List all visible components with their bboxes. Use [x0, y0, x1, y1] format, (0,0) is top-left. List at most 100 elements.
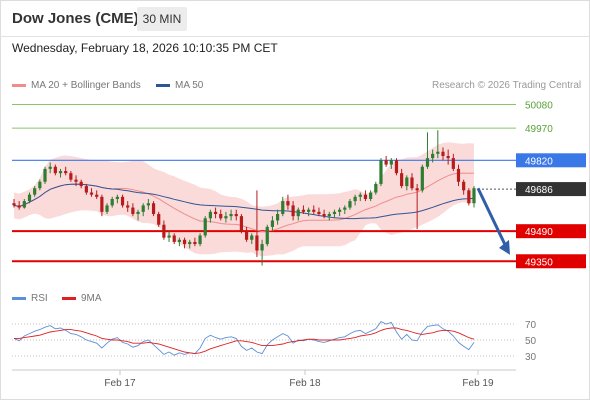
level-tag-49820	[516, 153, 586, 168]
level-label-49820: 49820	[525, 156, 553, 167]
ma9-line	[14, 327, 475, 355]
legend-rsi: RSI	[12, 293, 48, 304]
candle-body	[172, 235, 176, 242]
candle-body	[275, 214, 280, 221]
candle-body	[307, 209, 311, 212]
candle-body	[48, 166, 52, 169]
candle-body	[405, 177, 409, 187]
ma50-line	[13, 183, 475, 220]
candle-body	[110, 198, 114, 206]
rsi-swatch	[12, 296, 26, 300]
candle-body	[17, 205, 21, 208]
candle-body	[27, 194, 32, 202]
candle-body	[379, 160, 383, 184]
candle-body	[348, 201, 352, 208]
candle-body	[312, 209, 316, 212]
candle-body	[234, 214, 238, 217]
candle-body	[198, 235, 202, 245]
candle-body	[363, 194, 368, 199]
candle-body	[472, 188, 476, 204]
candle-body	[415, 188, 419, 191]
candle-body	[286, 201, 290, 206]
candle-body	[425, 158, 430, 167]
x-tick-label-2: Feb 19	[462, 378, 494, 389]
candle-body	[151, 203, 156, 214]
candle-body	[182, 239, 187, 245]
x-tick-label-0: Feb 17	[104, 378, 136, 389]
candle-body	[95, 194, 99, 197]
candle-body	[291, 205, 295, 217]
candle-body	[208, 211, 213, 219]
candle-body	[358, 194, 362, 197]
candle-body	[146, 203, 150, 206]
candle-body	[120, 196, 125, 206]
candle-body	[456, 168, 461, 182]
candle-body	[213, 211, 218, 214]
legend-9ma-label: 9MA	[81, 293, 102, 304]
candle-body	[239, 216, 244, 232]
level-label-49686: 49686	[525, 185, 553, 196]
timestamp: Wednesday, February 18, 2026 10:10:35 PM…	[12, 41, 278, 55]
timeframe-button[interactable]: 30 MIN	[137, 7, 187, 31]
candle-body	[389, 160, 393, 165]
level-label-50080: 50080	[525, 100, 553, 111]
candle-body	[177, 239, 181, 242]
candle-body	[353, 196, 357, 202]
candle-body	[260, 244, 264, 251]
instrument-title: Dow Jones (CME)	[12, 10, 139, 27]
candle-body	[338, 209, 342, 212]
candle-body	[410, 177, 414, 189]
candle-body	[467, 190, 471, 204]
candle-body	[332, 211, 337, 214]
candle-body	[100, 196, 104, 212]
candle-body	[79, 181, 83, 187]
candle-body	[436, 151, 440, 154]
level-tag-49686	[516, 182, 586, 197]
candle-body	[317, 211, 321, 214]
legend-ma50: MA 50	[156, 80, 203, 91]
ma20-swatch	[12, 83, 26, 87]
candle-body	[105, 205, 109, 212]
candle-body	[38, 181, 42, 189]
candle-body	[126, 205, 130, 208]
credit-text: Research © 2026 Trading Central	[432, 80, 582, 91]
candle-body	[343, 207, 347, 210]
level-label-49970: 49970	[525, 124, 553, 135]
candle-body	[394, 160, 399, 174]
candle-body	[74, 179, 78, 182]
candle-body	[462, 181, 466, 191]
candle-body	[384, 160, 388, 165]
candle-body	[43, 168, 47, 182]
level-tag-49350	[516, 254, 586, 269]
candle-body	[136, 211, 140, 214]
candle-body	[441, 151, 445, 156]
candle-body	[162, 224, 166, 238]
candle-body	[193, 241, 197, 245]
candle-body	[33, 188, 37, 195]
candle-body	[451, 158, 455, 169]
legend-rsi-label: RSI	[31, 293, 48, 304]
forecast-arrow-shaft	[476, 187, 509, 250]
bollinger-band	[14, 142, 474, 257]
candle-body	[400, 173, 404, 187]
legend-9ma: 9MA	[62, 293, 102, 304]
candle-body	[157, 214, 161, 225]
candle-body	[69, 173, 73, 180]
x-tick-label-1: Feb 18	[289, 378, 321, 389]
level-label-49490: 49490	[525, 227, 553, 238]
candle-body	[115, 196, 119, 199]
candle-body	[420, 166, 424, 191]
candle-body	[446, 156, 450, 159]
candle-body	[203, 218, 207, 236]
legend-ma20-label: MA 20 + Bollinger Bands	[31, 80, 141, 91]
level-tag-49490	[516, 224, 586, 239]
candle-body	[58, 171, 63, 174]
candle-body	[374, 183, 378, 193]
candle-body	[53, 166, 57, 174]
candle-body	[296, 209, 300, 217]
candle-body	[281, 201, 285, 214]
candle-body	[224, 216, 228, 219]
candle-body	[22, 201, 26, 208]
candle-body	[167, 235, 171, 238]
